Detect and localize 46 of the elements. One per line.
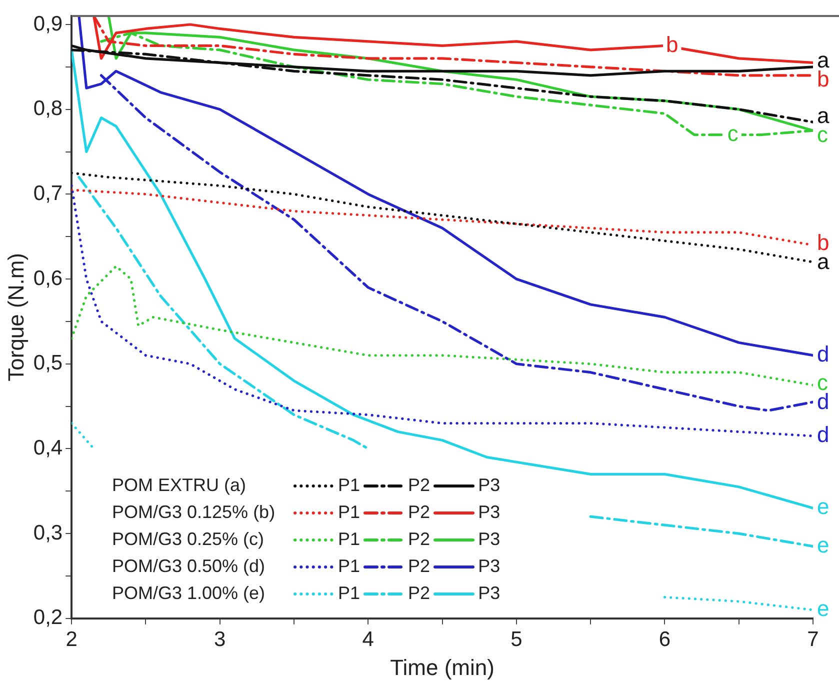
legend-label: P3 [478,502,500,523]
y-tick-label: 0,7 [33,182,63,205]
x-axis-title: Time (min) [390,654,494,680]
legend-label: P2 [408,475,430,496]
annotation: d [817,341,830,366]
annotation: d [817,389,830,414]
legend-label: P2 [408,583,430,604]
annotation: a [817,102,830,128]
x-tick-label: 3 [214,628,226,651]
y-tick-label: 0,3 [33,521,63,544]
y-tick-label: 0,4 [33,436,63,460]
y-axis-title: Torque (N.m) [3,253,28,382]
annotation: POM/G3 1.00% (e) [112,583,266,604]
legend-label: P2 [408,556,430,577]
annotation: c [727,120,738,146]
legend-label: P1 [338,556,360,577]
legend-label: P1 [338,502,360,523]
x-tick-label: 5 [510,628,522,651]
y-tick-label: 0,9 [33,12,63,36]
x-tick-label: 2 [66,628,78,651]
legend-label: P3 [478,529,500,550]
annotation: b [817,66,830,92]
legend-label: P2 [408,502,430,523]
legend-label: P1 [338,475,360,496]
legend-label: P3 [478,475,500,496]
annotation: d [817,422,830,448]
annotation: e [817,596,830,621]
annotation: POM EXTRU (a) [112,475,248,496]
x-tick-label: 4 [362,628,374,651]
annotation: b [666,32,678,57]
x-tick-label: 7 [807,628,819,651]
legend-label: P1 [338,529,360,550]
annotation: e [817,532,830,558]
legend-label: P3 [478,556,500,577]
y-tick-label: 0,2 [33,606,63,630]
legend-label: P3 [478,583,500,604]
x-tick-label: 6 [658,628,671,651]
annotation: POM/G3 0.125% (b) [112,502,276,523]
annotation: e [817,494,830,520]
legend-label: P1 [338,583,360,604]
y-tick-label: 0,6 [33,266,63,290]
y-tick-label: 0,8 [33,97,63,120]
annotation: POM/G3 0.25% (c) [112,529,266,550]
annotation: POM/G3 0.50% (d) [112,556,266,577]
legend-label: P2 [408,529,430,550]
y-tick-label: 0,5 [33,352,63,375]
